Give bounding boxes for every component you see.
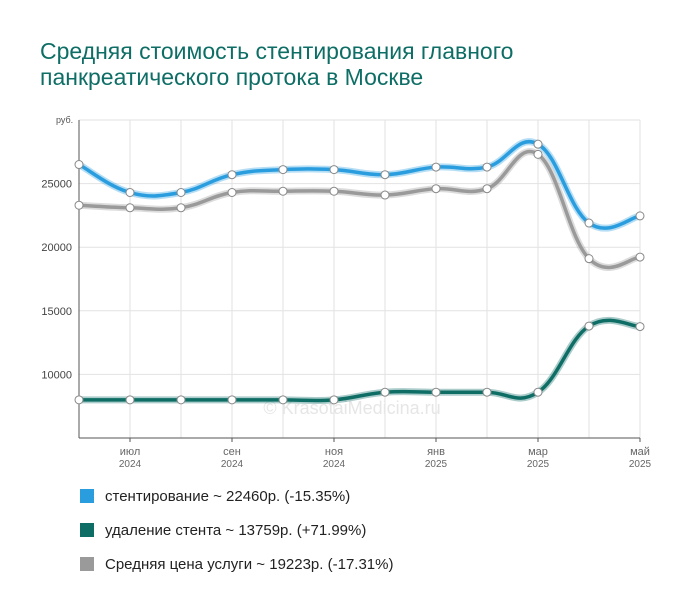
legend-label-stenting: стентирование ~ 22460р. (-15.35%) (105, 487, 351, 505)
x-tick-label-month: мар (528, 446, 548, 458)
legend-label-average-price: Средняя цена услуги ~ 19223р. (-17.31%) (105, 555, 394, 573)
data-point[interactable] (584, 218, 594, 228)
data-point[interactable] (278, 165, 288, 175)
legend-swatch-stent-removal (80, 523, 94, 537)
x-tick-label-year: 2024 (323, 459, 346, 470)
y-axis-unit-label: руб. (56, 115, 73, 125)
data-point[interactable] (482, 387, 492, 397)
data-point[interactable] (329, 395, 339, 405)
x-tick-label-month: янв (427, 446, 445, 458)
series-line (79, 318, 641, 403)
x-tick-label-month: июл (120, 446, 141, 458)
watermark-text: © KrasotaiMedicina.ru (263, 398, 440, 418)
data-point[interactable] (635, 322, 645, 332)
legend-label-stent-removal: удаление стента ~ 13759р. (+71.99%) (105, 521, 367, 539)
data-point[interactable] (125, 395, 135, 405)
data-point[interactable] (482, 184, 492, 194)
data-point[interactable] (431, 387, 441, 397)
x-tick-label-year: 2024 (119, 459, 142, 470)
data-point[interactable] (482, 162, 492, 172)
data-point[interactable] (278, 395, 288, 405)
series-stenting (74, 138, 645, 232)
data-point[interactable] (74, 395, 84, 405)
x-tick-label-month: ноя (325, 446, 343, 458)
data-point[interactable] (533, 387, 543, 397)
y-tick-label: 25000 (41, 179, 72, 191)
legend-swatch-stenting (80, 489, 94, 503)
y-tick-label: 20000 (41, 242, 72, 254)
data-point[interactable] (635, 252, 645, 262)
data-point[interactable] (533, 149, 543, 159)
data-point[interactable] (227, 188, 237, 198)
data-point[interactable] (380, 170, 390, 180)
x-tick-label-year: 2024 (221, 459, 244, 470)
data-point[interactable] (431, 184, 441, 194)
data-point[interactable] (227, 170, 237, 180)
data-point[interactable] (635, 211, 645, 221)
x-tick-label-year: 2025 (425, 459, 448, 470)
x-tick-label-year: 2025 (629, 459, 652, 470)
x-tick-label-year: 2025 (527, 459, 550, 470)
data-point[interactable] (74, 160, 84, 170)
data-point[interactable] (125, 203, 135, 213)
series-line-shadow (79, 316, 641, 405)
chart-title-line-1: Средняя стоимость стентирования главного (40, 38, 514, 64)
data-point[interactable] (176, 188, 186, 198)
series-stent-removal (74, 316, 645, 405)
series-average-price (74, 148, 645, 271)
data-point[interactable] (227, 395, 237, 405)
data-point[interactable] (176, 203, 186, 213)
y-tick-label: 10000 (41, 369, 72, 381)
chart-title-line-2: панкреатического протока в Москве (40, 64, 424, 90)
chart-legend: стентирование ~ 22460р. (-15.35%) удален… (80, 486, 393, 588)
legend-swatch-average-price (80, 557, 94, 571)
data-point[interactable] (431, 162, 441, 172)
data-point[interactable] (278, 186, 288, 196)
x-tick-label-month: сен (223, 446, 241, 458)
x-tick-label-month: май (630, 446, 650, 458)
legend-item-stent-removal[interactable]: удаление стента ~ 13759р. (+71.99%) (80, 520, 393, 540)
data-point[interactable] (329, 186, 339, 196)
data-point[interactable] (380, 387, 390, 397)
data-point[interactable] (176, 395, 186, 405)
data-point[interactable] (380, 190, 390, 200)
data-point[interactable] (329, 165, 339, 175)
legend-item-average-price[interactable]: Средняя цена услуги ~ 19223р. (-17.31%) (80, 554, 393, 574)
chart-axes: руб. 10000150002000025000июл2024сен2024н… (41, 115, 651, 470)
line-chart: руб. 10000150002000025000июл2024сен2024н… (41, 115, 651, 470)
data-point[interactable] (125, 188, 135, 198)
chart-series (74, 138, 645, 405)
data-point[interactable] (533, 139, 543, 149)
y-tick-label: 15000 (41, 306, 72, 318)
data-point[interactable] (584, 254, 594, 264)
chart-title: Средняя стоимость стентирования главного… (40, 38, 660, 90)
legend-item-stenting[interactable]: стентирование ~ 22460р. (-15.35%) (80, 486, 393, 506)
data-point[interactable] (74, 200, 84, 210)
data-point[interactable] (584, 321, 594, 331)
